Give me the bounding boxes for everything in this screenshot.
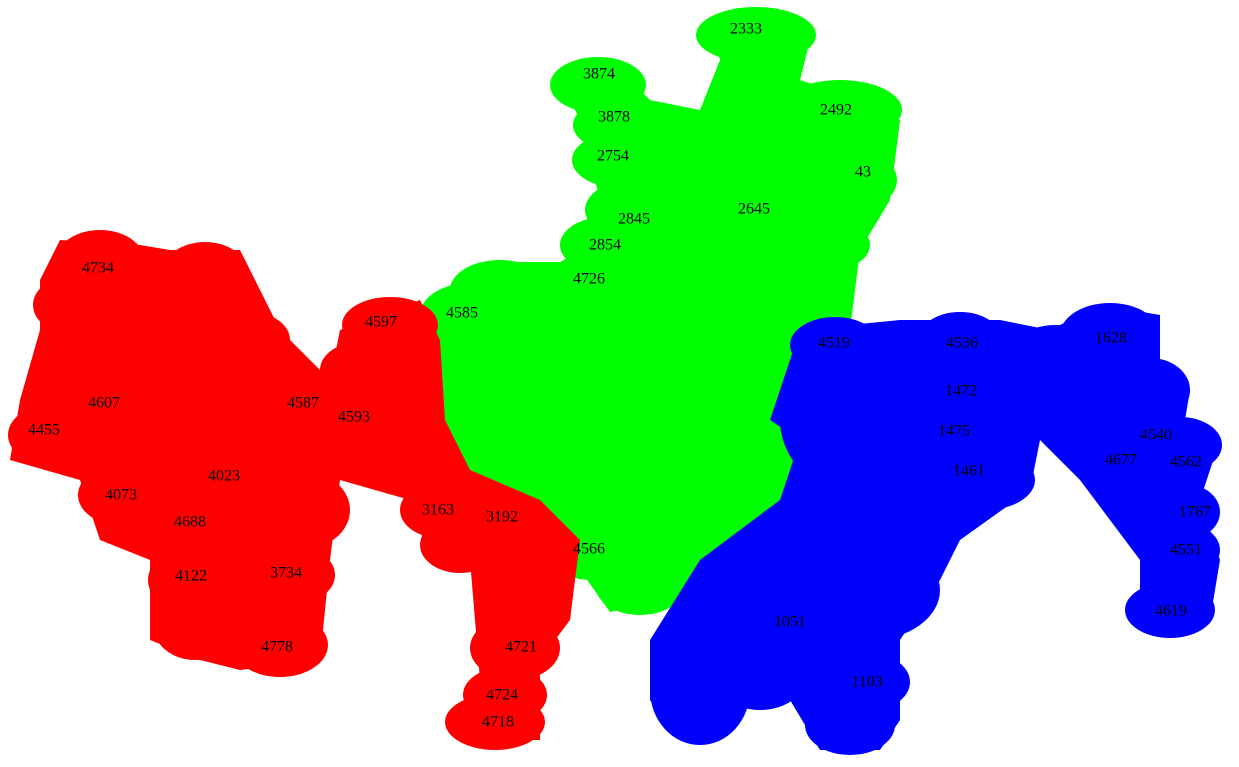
blue-node [935, 450, 1035, 510]
node-label: 4721 [505, 639, 537, 656]
node-label: 4073 [105, 487, 137, 504]
node-label: 2845 [618, 211, 650, 228]
node-label: 4540 [1140, 427, 1172, 444]
node-label: 4551 [1170, 542, 1202, 559]
node-label: 4455 [28, 422, 60, 439]
node-label: 1051 [774, 614, 806, 631]
red-node [235, 543, 335, 607]
node-label: 4519 [818, 335, 850, 352]
node-label: 1461 [953, 463, 985, 480]
node-label: 4718 [482, 714, 514, 731]
node-label: 2645 [738, 201, 770, 218]
node-label: 4677 [1105, 452, 1137, 469]
node-label: 1472 [945, 383, 977, 400]
green-node [790, 220, 870, 270]
node-label: 4122 [175, 568, 207, 585]
green-cluster [420, 7, 902, 615]
red-cluster [8, 230, 580, 750]
node-label: 4023 [208, 468, 240, 485]
green-node [595, 555, 685, 615]
node-label: 43 [855, 164, 871, 181]
node-label: 4587 [287, 395, 319, 412]
red-node [8, 405, 92, 465]
node-label: 3192 [486, 509, 518, 526]
blue-node [1110, 358, 1190, 422]
green-node [778, 80, 902, 140]
blue-node [1070, 432, 1150, 488]
node-label: 4562 [1170, 454, 1202, 471]
node-label: 4593 [338, 409, 370, 426]
red-node [445, 694, 545, 750]
node-label: 3163 [422, 502, 454, 519]
node-label: 4688 [174, 514, 206, 531]
red-node [485, 540, 575, 610]
blue-node [1125, 582, 1215, 638]
blue-cluster [650, 303, 1222, 755]
node-label: 4734 [82, 260, 114, 277]
node-label: 4597 [365, 314, 397, 331]
green-node [572, 132, 668, 188]
blue-node [805, 695, 895, 755]
green-node [696, 7, 816, 63]
node-label: 2492 [820, 102, 852, 119]
node-label: 1475 [938, 423, 970, 440]
node-label: 4585 [446, 305, 478, 322]
red-node [250, 470, 350, 550]
red-node [330, 380, 440, 460]
node-label: 4607 [88, 395, 120, 412]
node-label: 4536 [946, 335, 978, 352]
blue-node [1010, 325, 1100, 385]
red-node [78, 465, 162, 525]
red-node [145, 495, 235, 565]
red-node [470, 616, 560, 680]
node-label: 1767 [1179, 504, 1211, 521]
red-node [342, 297, 438, 353]
node-label: 4778 [261, 639, 293, 656]
node-label: 3878 [598, 109, 630, 126]
node-label: 4619 [1155, 603, 1187, 620]
red-node [153, 590, 237, 660]
red-node [420, 517, 500, 573]
node-label: 4566 [573, 541, 605, 558]
blue-node [1138, 417, 1222, 473]
node-label: 3874 [583, 66, 615, 83]
blue-node [800, 540, 940, 640]
node-label: 1628 [1095, 330, 1127, 347]
red-node [232, 613, 328, 677]
node-label: 4726 [573, 271, 605, 288]
blue-node [710, 630, 810, 710]
node-label: 1103 [851, 674, 882, 691]
red-node [163, 242, 247, 302]
node-label: 2854 [589, 237, 621, 254]
node-label: 2333 [730, 21, 762, 38]
node-labels: 2333 3874 3878 2492 2754 43 2845 2645 28… [28, 21, 1211, 731]
blue-node [1140, 522, 1220, 578]
node-label: 3734 [270, 565, 302, 582]
node-label: 2754 [597, 148, 629, 165]
node-label: 4724 [486, 687, 518, 704]
